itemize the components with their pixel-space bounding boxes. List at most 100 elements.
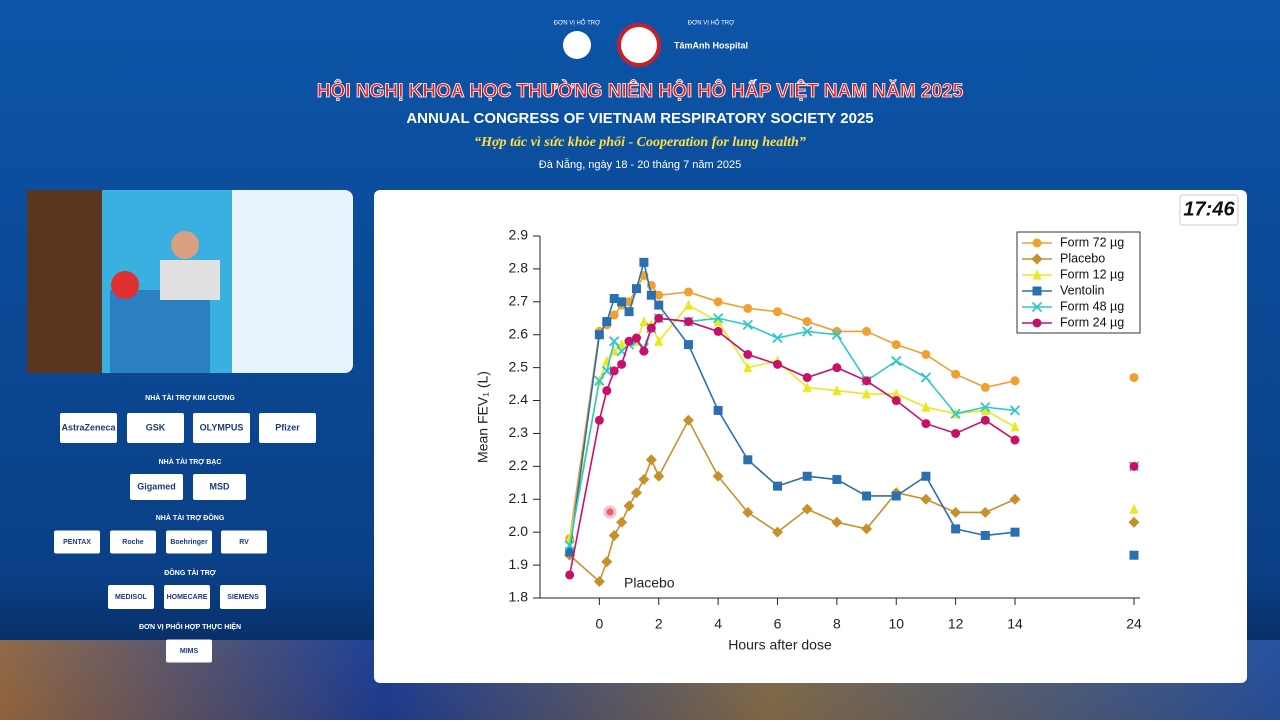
- x-axis-label: Hours after dose: [728, 637, 832, 653]
- marker: [862, 388, 872, 399]
- marker: [617, 359, 627, 369]
- marker: [1009, 405, 1021, 416]
- marker: [951, 428, 961, 438]
- marker: [980, 404, 990, 415]
- y-tick-label: 2.3: [509, 424, 529, 440]
- place: Đà Nẵng, ngày 18 - 20 tháng 7 năm 2025: [539, 158, 741, 171]
- marker: [594, 375, 605, 386]
- marker: [980, 401, 991, 413]
- marker: [601, 556, 613, 568]
- sponsor-name: MSD: [210, 481, 231, 491]
- marker: [593, 576, 605, 588]
- marker: [1128, 516, 1140, 528]
- marker: [616, 516, 628, 528]
- marker: [683, 299, 693, 310]
- marker: [950, 506, 962, 518]
- marker: [682, 414, 694, 426]
- sponsor-logo: [54, 530, 100, 554]
- marker: [639, 257, 649, 267]
- marker: [609, 294, 619, 304]
- legend-marker: [1031, 301, 1043, 313]
- sponsor-logo: [259, 413, 316, 443]
- marker: [565, 547, 575, 557]
- sponsor-name: Pfizer: [275, 422, 300, 432]
- marker: [1129, 461, 1139, 471]
- marker: [594, 415, 604, 425]
- marker: [624, 336, 634, 346]
- x-tick-label: 0: [595, 616, 603, 632]
- marker: [921, 401, 931, 412]
- logo: [617, 23, 661, 67]
- marker: [639, 346, 649, 356]
- marker: [624, 307, 634, 317]
- marker: [594, 330, 604, 340]
- sponsor-group-label: ĐỒNG TÀI TRỢ: [164, 567, 215, 577]
- marker: [683, 340, 693, 350]
- sponsor-name: AstraZeneca: [61, 422, 116, 432]
- marker: [832, 363, 842, 373]
- legend-marker: [1032, 286, 1042, 296]
- sponsor-group-label: NHÀ TÀI TRỢ ĐỒNG: [156, 512, 225, 522]
- marker: [921, 471, 931, 481]
- legend: [1016, 231, 1141, 334]
- marker: [980, 415, 990, 425]
- marker: [609, 336, 620, 347]
- y-tick-label: 2.4: [509, 391, 529, 407]
- marker: [951, 369, 961, 379]
- marker: [713, 297, 723, 307]
- marker: [862, 326, 872, 336]
- marker: [743, 455, 753, 465]
- marker: [773, 481, 782, 491]
- marker: [654, 313, 664, 323]
- marker: [638, 474, 650, 486]
- sponsor-group-label: ĐƠN VỊ PHỐI HỢP THỰC HIỆN: [139, 621, 241, 631]
- y-tick-label: 2.0: [509, 523, 529, 539]
- x-tick-label: 24: [1126, 616, 1142, 632]
- marker: [646, 323, 656, 333]
- y-tick-label: 1.8: [509, 589, 529, 605]
- sponsor-name: SIEMENS: [227, 594, 259, 601]
- video-wall: [27, 190, 102, 373]
- marker: [712, 313, 724, 324]
- marker: [654, 290, 664, 300]
- sponsor-logo: [110, 530, 156, 554]
- y-tick-label: 2.2: [509, 457, 529, 473]
- sponsor-logo: [166, 639, 212, 663]
- marker: [862, 376, 872, 386]
- marker: [831, 329, 843, 340]
- marker: [980, 530, 990, 540]
- marker: [921, 419, 931, 429]
- y-tick-label: 2.1: [509, 490, 529, 506]
- x-tick-label: 2: [655, 616, 663, 632]
- marker: [712, 470, 724, 482]
- marker: [891, 388, 901, 399]
- marker: [802, 317, 812, 327]
- slogan: “Hợp tác vì sức khỏe phổi - Cooperation …: [474, 135, 806, 150]
- marker: [801, 503, 813, 515]
- marker: [831, 516, 843, 528]
- y-tick-label: 2.6: [509, 325, 529, 341]
- marker: [653, 470, 665, 482]
- legend-label: Form 48 µg: [1060, 299, 1124, 313]
- marker: [713, 316, 723, 327]
- marker: [979, 506, 991, 518]
- marker: [617, 339, 627, 350]
- marker: [862, 491, 872, 501]
- x-tick-label: 4: [714, 616, 722, 632]
- pointer: [603, 505, 617, 519]
- legend-label: Ventolin: [1060, 283, 1105, 297]
- series-line: [569, 418, 1016, 583]
- y-tick-label: 1.9: [509, 556, 529, 572]
- legend-label: Form 12 µg: [1060, 267, 1124, 281]
- series-line: [568, 274, 1016, 539]
- marker: [1010, 421, 1020, 432]
- marker: [683, 317, 693, 327]
- marker: [832, 385, 842, 396]
- marker: [802, 471, 812, 481]
- marker: [891, 340, 901, 350]
- marker: [743, 303, 753, 313]
- marker: [802, 326, 813, 337]
- marker: [683, 287, 693, 297]
- x-tick-label: 12: [948, 616, 964, 632]
- legend-marker: [1032, 269, 1042, 280]
